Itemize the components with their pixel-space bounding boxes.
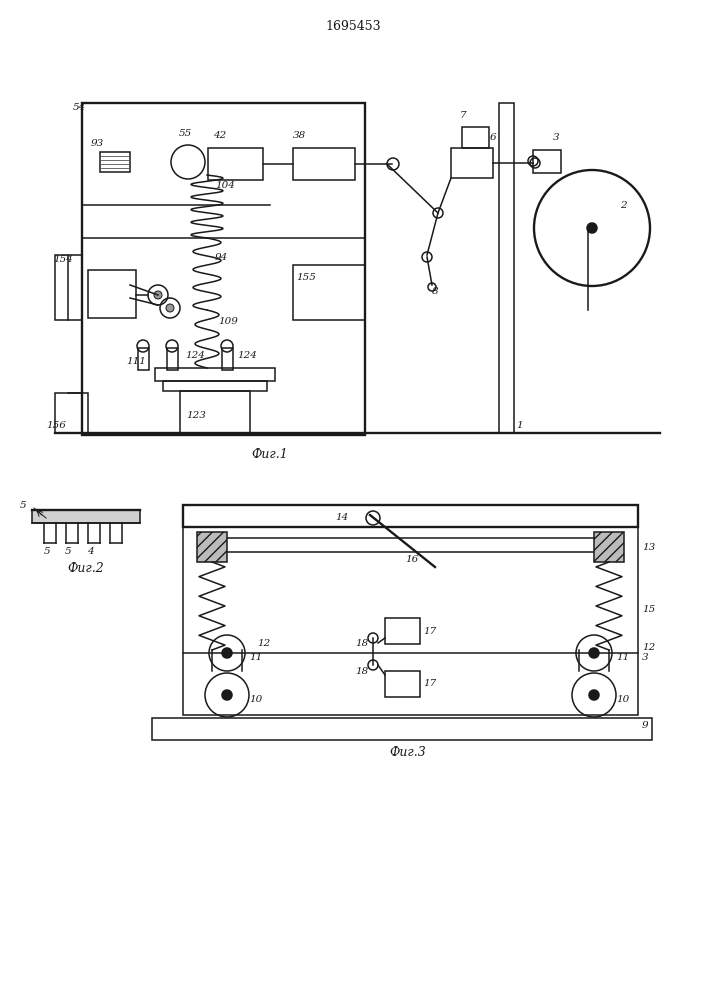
Text: 5: 5 — [65, 548, 71, 556]
Circle shape — [587, 223, 597, 233]
Text: 5: 5 — [20, 500, 27, 510]
Bar — [451, 148, 493, 178]
Text: 10: 10 — [616, 696, 629, 704]
Text: 17: 17 — [423, 678, 436, 688]
Bar — [293, 148, 355, 180]
Text: 124: 124 — [185, 352, 205, 360]
Bar — [208, 148, 263, 180]
Text: 123: 123 — [186, 410, 206, 420]
Text: 1695453: 1695453 — [325, 20, 381, 33]
Circle shape — [589, 648, 599, 658]
Text: 55: 55 — [179, 128, 192, 137]
Bar — [183, 505, 638, 527]
Circle shape — [166, 304, 174, 312]
Bar — [55, 393, 88, 433]
Text: 12: 12 — [642, 643, 655, 652]
Text: 155: 155 — [296, 273, 316, 282]
Circle shape — [222, 690, 232, 700]
Text: 15: 15 — [642, 605, 655, 614]
Text: 11: 11 — [249, 654, 262, 662]
Bar — [197, 532, 227, 562]
Text: 11: 11 — [616, 654, 629, 662]
Text: 3: 3 — [642, 654, 648, 662]
Bar — [180, 391, 250, 433]
Text: 38: 38 — [293, 130, 306, 139]
Bar — [385, 618, 420, 644]
Bar — [55, 255, 68, 320]
Text: 5: 5 — [44, 548, 51, 556]
Text: 18: 18 — [355, 666, 368, 676]
Text: 12: 12 — [257, 639, 270, 648]
Text: 111: 111 — [126, 358, 146, 366]
Bar — [82, 103, 365, 435]
Text: 42: 42 — [213, 130, 226, 139]
Text: 16: 16 — [405, 556, 419, 564]
Bar — [183, 505, 638, 715]
Text: Фиг.3: Фиг.3 — [390, 746, 426, 760]
Bar — [385, 671, 420, 697]
Text: 4: 4 — [87, 548, 93, 556]
Bar — [167, 348, 178, 370]
Bar — [293, 265, 365, 320]
Text: 3: 3 — [553, 133, 560, 142]
Text: 7: 7 — [460, 110, 467, 119]
Bar — [222, 348, 233, 370]
Text: 156: 156 — [46, 420, 66, 430]
Text: 18: 18 — [355, 639, 368, 648]
Text: 13: 13 — [642, 542, 655, 552]
Text: 10: 10 — [249, 696, 262, 704]
Text: 109: 109 — [218, 318, 238, 326]
Bar — [32, 510, 140, 523]
Bar — [208, 538, 613, 552]
Text: 8: 8 — [432, 288, 438, 296]
Text: Фиг.1: Фиг.1 — [252, 448, 288, 462]
Bar — [499, 103, 514, 433]
Bar — [533, 150, 561, 173]
Text: 6: 6 — [490, 133, 496, 142]
Text: 124: 124 — [237, 351, 257, 360]
Text: 154: 154 — [53, 255, 73, 264]
Bar — [88, 270, 136, 318]
Text: 54: 54 — [73, 104, 86, 112]
Bar — [138, 348, 149, 370]
Circle shape — [154, 291, 162, 299]
Text: 17: 17 — [423, 626, 436, 636]
Text: 9: 9 — [642, 720, 648, 730]
Text: 93: 93 — [91, 139, 104, 148]
Bar — [155, 368, 275, 381]
Text: 1: 1 — [516, 420, 522, 430]
Text: 104: 104 — [215, 180, 235, 190]
Bar — [163, 381, 267, 391]
Bar — [152, 718, 652, 740]
Text: Фиг.2: Фиг.2 — [68, 562, 105, 574]
Bar — [462, 127, 489, 148]
Bar — [100, 152, 130, 172]
Text: 14: 14 — [335, 512, 349, 522]
Text: 2: 2 — [620, 200, 626, 210]
Bar — [594, 532, 624, 562]
Circle shape — [589, 690, 599, 700]
Text: 94: 94 — [215, 253, 228, 262]
Circle shape — [222, 648, 232, 658]
